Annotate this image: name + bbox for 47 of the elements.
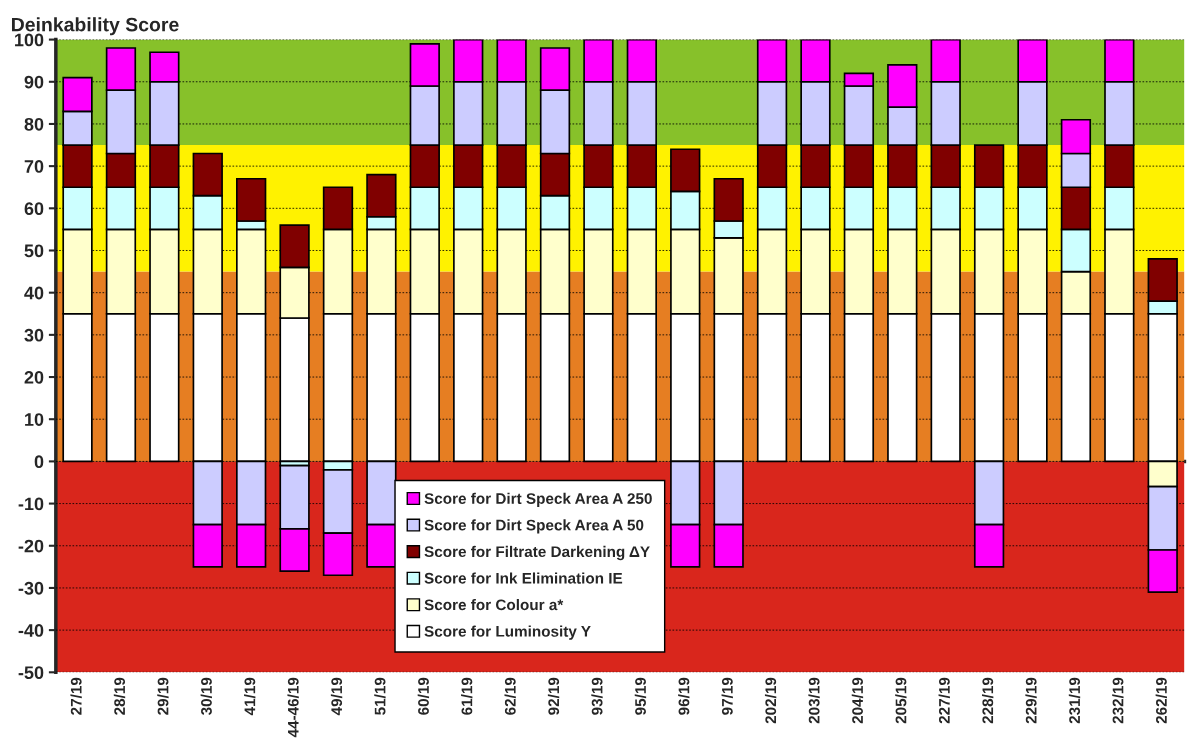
y-tick-label: -50 (18, 666, 44, 680)
legend-label: Score for Dirt Speck Area A 250 (424, 492, 652, 507)
x-tick-label: 231/19 (1068, 677, 1081, 724)
x-tick-label: 62/19 (504, 677, 516, 715)
x-tick-label: 229/19 (1025, 677, 1037, 724)
y-tick-label: -30 (18, 581, 44, 595)
legend-label: Score for Luminosity Y (424, 625, 591, 640)
x-tick-label: 51/19 (374, 677, 386, 715)
x-tick-label: 232/19 (1112, 677, 1124, 724)
x-tick-label: 203/19 (808, 677, 820, 724)
y-tick-label: 30 (24, 328, 44, 342)
y-tick-label: 70 (24, 160, 44, 173)
x-tick-label: 44-46/19 (287, 677, 299, 738)
y-tick-label: 60 (24, 202, 44, 216)
y-tick-label: -20 (18, 539, 44, 553)
x-tick-label: 41/19 (244, 677, 256, 716)
x-tick-label: 93/19 (591, 677, 603, 715)
x-tick-label: 204/19 (851, 677, 864, 724)
x-tick-label: 228/19 (981, 677, 994, 724)
x-tick-label: 97/19 (721, 677, 733, 715)
x-tick-label: 92/19 (547, 677, 560, 715)
x-tick-label: 27/19 (70, 677, 82, 715)
x-tick-label: 96/19 (678, 677, 690, 715)
legend-label: Score for Dirt Speck Area A 50 (424, 519, 644, 534)
x-tick-label: 30/19 (200, 677, 213, 716)
x-tick-label: 227/19 (938, 677, 950, 724)
y-tick-label: 10 (25, 413, 44, 426)
y-tick-label: 40 (24, 286, 44, 300)
x-tick-label: 95/19 (634, 677, 647, 715)
y-tick-label: 90 (24, 75, 44, 89)
x-tick-label: 28/19 (113, 677, 126, 715)
legend-label: Score for Filtrate Darkening ΔY (424, 545, 650, 561)
y-tick-label: 80 (24, 117, 44, 131)
x-tick-label: 205/19 (895, 677, 907, 724)
x-tick-label: 61/19 (461, 677, 473, 715)
legend-label: Score for Colour a* (424, 599, 564, 611)
x-tick-label: 60/19 (417, 677, 430, 715)
y-tick-label: -40 (18, 624, 44, 637)
x-tick-label: 202/19 (764, 677, 777, 724)
y-tick-label: -10 (18, 497, 44, 511)
y-tick-label: 20 (24, 370, 44, 384)
y-tick-label: 0 (34, 455, 44, 469)
y-tick-label: 50 (24, 244, 44, 258)
x-tick-label: 49/19 (330, 677, 343, 716)
x-tick-label: 29/19 (157, 677, 169, 715)
x-tick-label: 262/19 (1155, 677, 1167, 724)
legend-label: Score for Ink Elimination IE (424, 572, 623, 584)
